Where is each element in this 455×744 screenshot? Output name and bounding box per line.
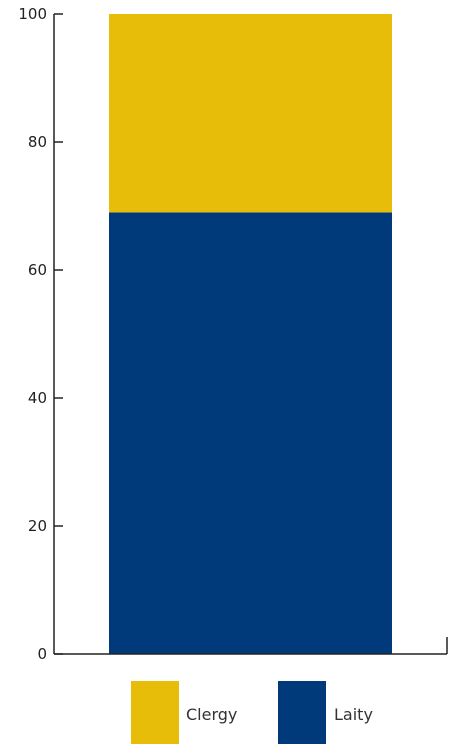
y-tick-label: 60: [28, 261, 47, 279]
legend-label-laity: Laity: [334, 705, 373, 724]
x-axis: [54, 637, 448, 655]
legend-swatch-laity: [278, 681, 326, 744]
bars-group: [109, 14, 392, 654]
legend-label-clergy: Clergy: [186, 705, 237, 724]
y-tick-label: 80: [28, 133, 47, 151]
y-tick-label: 40: [28, 389, 47, 407]
bar-clergy: [109, 14, 392, 213]
y-tick-label: 100: [18, 5, 47, 23]
legend-swatch-clergy: [131, 681, 179, 744]
legend: Clergy Laity: [131, 681, 373, 744]
y-tick-label: 0: [37, 645, 47, 663]
y-axis: 0 20 40 60 80 100: [18, 5, 63, 663]
y-tick-label: 20: [28, 517, 47, 535]
bar-laity: [109, 212, 392, 654]
